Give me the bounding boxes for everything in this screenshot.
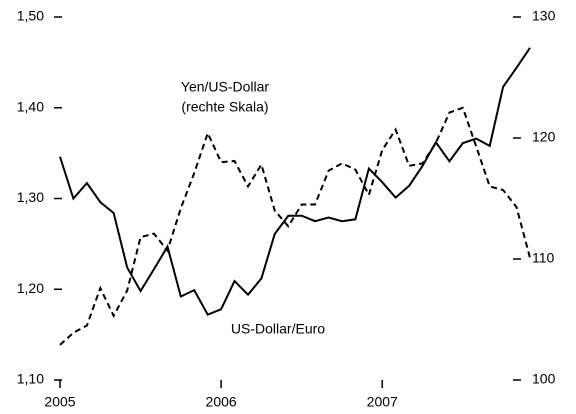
y-tick-label: 1,30 <box>17 189 44 205</box>
y-tick-label: 1,50 <box>17 8 44 24</box>
y2-tick-label: 110 <box>532 250 555 266</box>
annotation: (rechte Skala) <box>181 99 268 115</box>
y2-tick-label: 100 <box>532 371 556 387</box>
y2-tick-label: 130 <box>532 8 556 24</box>
x-tick-label: 2007 <box>367 394 398 410</box>
y-tick-label: 1,10 <box>17 371 44 387</box>
annotation: Yen/US-Dollar <box>181 79 270 95</box>
y-tick-label: 1,20 <box>17 280 44 296</box>
annotation: US-Dollar/Euro <box>231 321 325 337</box>
y2-tick-label: 120 <box>532 129 556 145</box>
x-tick-label: 2006 <box>206 394 237 410</box>
x-tick-label: 2005 <box>44 394 75 410</box>
series-line <box>59 47 531 316</box>
series-line <box>59 106 531 346</box>
y-tick-label: 1,40 <box>17 98 44 114</box>
